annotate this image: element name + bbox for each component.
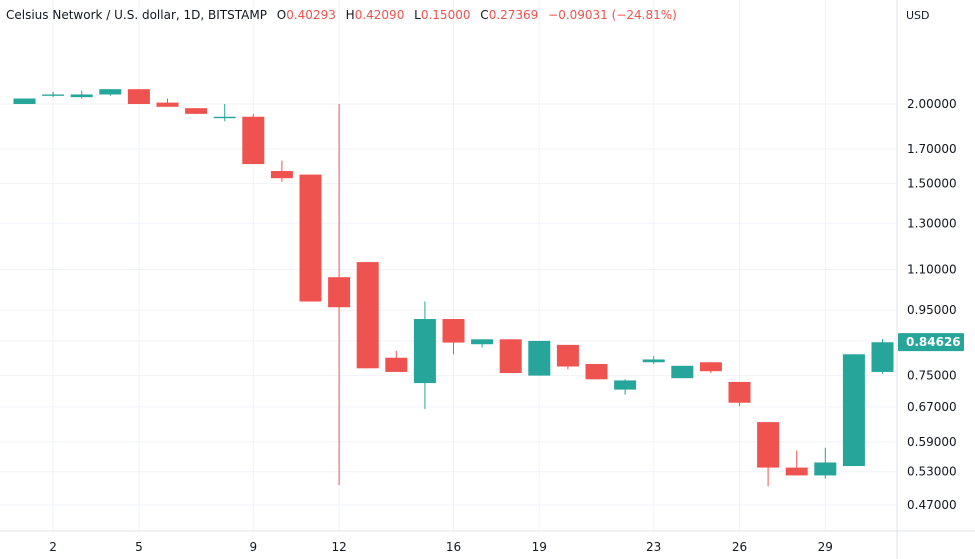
candle-body[interactable] — [127, 89, 150, 104]
y-axis-tick-label: 2.00000 — [907, 97, 957, 111]
candle-body[interactable] — [871, 342, 894, 372]
x-axis-tick-label: 29 — [818, 540, 833, 554]
candle-body[interactable] — [528, 340, 551, 376]
candle-body[interactable] — [42, 94, 65, 96]
candle-body[interactable] — [499, 339, 522, 374]
candle-body[interactable] — [99, 89, 122, 95]
y-axis-tick-label: 0.47000 — [907, 498, 957, 512]
chart-legend: Celsius Network / U.S. dollar, 1D, BITST… — [6, 8, 677, 22]
legend-high-value: 0.42090 — [354, 8, 405, 22]
legend-open-label: O — [276, 8, 287, 22]
candle-body[interactable] — [385, 357, 408, 372]
candle-body[interactable] — [471, 339, 494, 345]
candle-body[interactable] — [328, 277, 351, 308]
legend-low-label: L — [414, 8, 421, 22]
price-axis-currency: USD — [906, 9, 930, 22]
candle-body[interactable] — [585, 364, 608, 380]
y-axis-tick-label: 0.53000 — [907, 465, 957, 479]
y-axis-tick-label: 1.50000 — [907, 177, 957, 191]
candle-body[interactable] — [213, 116, 236, 119]
candle-body[interactable] — [242, 116, 265, 165]
candle-body[interactable] — [842, 354, 865, 467]
candle-body[interactable] — [70, 94, 93, 98]
y-axis-tick-label: 1.30000 — [907, 216, 957, 230]
candle-body[interactable] — [699, 362, 722, 372]
candle-body[interactable] — [185, 108, 208, 114]
y-axis-tick-label: 1.10000 — [907, 263, 957, 277]
legend-low-value: 0.15000 — [420, 8, 471, 22]
legend-open-value: 0.40293 — [286, 8, 336, 22]
legend-close-label: C — [480, 8, 489, 22]
y-axis-tick-label: 0.75000 — [907, 369, 957, 383]
x-axis-tick-label: 5 — [135, 540, 143, 554]
x-axis-tick-label: 9 — [249, 540, 257, 554]
candle-body[interactable] — [671, 365, 694, 379]
candle-body[interactable] — [814, 462, 837, 476]
candle-body[interactable] — [442, 319, 465, 343]
candle-body[interactable] — [757, 422, 780, 468]
candle-body[interactable] — [785, 467, 808, 476]
candle-body[interactable] — [556, 344, 579, 367]
last-price-label: 0.84626 — [906, 335, 961, 349]
candle-body[interactable] — [642, 359, 665, 363]
y-axis-tick-label: 1.70000 — [907, 142, 957, 156]
last-price-badge — [898, 333, 964, 352]
candle-body[interactable] — [299, 174, 322, 302]
x-axis-tick-label: 26 — [732, 540, 747, 554]
x-axis-tick-label: 16 — [446, 540, 461, 554]
y-axis-tick-label: 0.95000 — [907, 303, 957, 317]
candle-body[interactable] — [413, 319, 436, 384]
x-axis-tick-label: 23 — [646, 540, 661, 554]
candle-body[interactable] — [728, 381, 751, 403]
candle-body[interactable] — [13, 98, 36, 104]
candle-body[interactable] — [156, 102, 179, 107]
x-axis-tick-label: 2 — [49, 540, 57, 554]
candle-body[interactable] — [356, 262, 379, 369]
x-axis-tick-label: 12 — [331, 540, 346, 554]
y-axis-tick-label: 0.59000 — [907, 435, 957, 449]
legend-change: −0.09031 (−24.81%) — [548, 8, 677, 22]
legend-high-label: H — [345, 8, 355, 22]
legend-close-value: 0.27369 — [488, 8, 539, 22]
legend-symbol: Celsius Network / U.S. dollar, 1D, BITST… — [6, 8, 267, 22]
candle-body[interactable] — [270, 171, 293, 179]
candle-body[interactable] — [614, 380, 637, 390]
y-axis-tick-label: 0.67000 — [907, 400, 957, 414]
x-axis-tick-label: 19 — [532, 540, 547, 554]
